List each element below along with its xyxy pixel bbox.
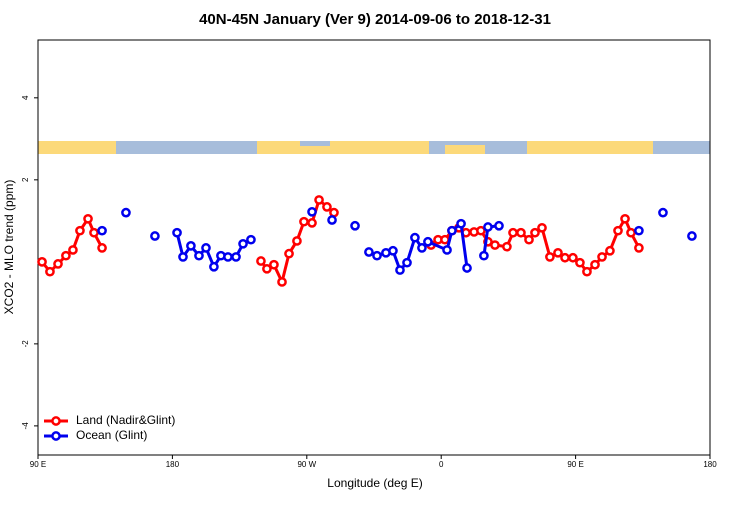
point [494, 220, 504, 231]
point [256, 256, 266, 266]
point [417, 243, 427, 253]
point [83, 213, 93, 224]
point [292, 236, 302, 246]
point [231, 252, 241, 262]
point [634, 243, 644, 253]
point [402, 257, 412, 268]
point [314, 195, 324, 205]
point [634, 225, 644, 236]
point [284, 248, 294, 259]
point [575, 257, 585, 268]
point [456, 218, 466, 229]
point [172, 227, 182, 238]
plot-frame [37, 39, 711, 456]
point [307, 218, 317, 228]
point [89, 227, 99, 238]
point [447, 225, 457, 236]
point [37, 257, 47, 267]
point [620, 213, 630, 224]
point [537, 222, 547, 233]
point [209, 261, 219, 272]
point [45, 266, 55, 277]
y-axis-label: XCO2 - MLO trend (ppm) [2, 180, 16, 315]
point [423, 236, 433, 247]
legend-marker [51, 431, 61, 441]
series-line [40, 197, 641, 287]
point [442, 245, 452, 255]
point [329, 207, 339, 218]
point [626, 227, 636, 238]
y-tick-label: 4 [21, 95, 30, 100]
x-axis-label: Longitude (deg E) [327, 476, 422, 490]
point [277, 277, 287, 287]
point [364, 247, 374, 257]
y-tick-label: -4 [21, 422, 30, 430]
point [530, 227, 540, 238]
point [545, 252, 555, 262]
point [150, 231, 160, 241]
x-tick-label: 90 W [297, 460, 316, 469]
x-tick-label: 180 [166, 460, 180, 469]
legend-label: Ocean (Glint) [76, 428, 147, 442]
point [246, 234, 256, 245]
chart-title: 40N-45N January (Ver 9) 2014-09-06 to 20… [199, 11, 551, 28]
point [238, 238, 248, 249]
legend-marker [51, 416, 61, 426]
point [97, 243, 107, 253]
point [658, 207, 668, 218]
point [68, 245, 78, 255]
x-tick-label: 90 E [30, 460, 46, 469]
point [75, 225, 85, 236]
point [388, 245, 398, 256]
point [372, 250, 382, 261]
point [307, 206, 317, 217]
point [613, 225, 623, 236]
point [508, 227, 518, 238]
point [410, 232, 420, 243]
point [462, 263, 472, 273]
point [299, 216, 309, 227]
point [121, 207, 131, 218]
point [53, 259, 63, 269]
point [568, 252, 578, 263]
point [560, 252, 570, 263]
point [327, 215, 337, 225]
x-tick-label: 180 [703, 460, 717, 469]
point [597, 252, 607, 262]
x-tick-label: 0 [439, 460, 444, 469]
point [516, 227, 526, 238]
land-ocean-strip [38, 141, 710, 154]
point [553, 247, 563, 258]
point [322, 202, 332, 212]
y-tick-label: 2 [21, 177, 30, 182]
point [201, 243, 211, 253]
point [605, 245, 615, 256]
point [590, 259, 600, 270]
point [440, 234, 450, 245]
point [178, 252, 188, 262]
point [194, 250, 204, 261]
point [502, 241, 512, 252]
point [223, 252, 233, 262]
point [476, 225, 486, 236]
point [269, 259, 279, 270]
point [262, 263, 272, 274]
legend-label: Land (Nadir&Glint) [76, 413, 175, 427]
point [97, 225, 107, 236]
point [395, 265, 405, 275]
point [61, 250, 71, 261]
x-tick-label: 90 E [567, 460, 583, 469]
point [483, 222, 493, 232]
point [186, 241, 196, 251]
point [490, 240, 500, 250]
point [479, 250, 489, 261]
y-tick-label: -2 [21, 340, 30, 348]
point [350, 220, 360, 231]
point [687, 231, 697, 241]
point [524, 234, 534, 245]
point [582, 266, 592, 277]
